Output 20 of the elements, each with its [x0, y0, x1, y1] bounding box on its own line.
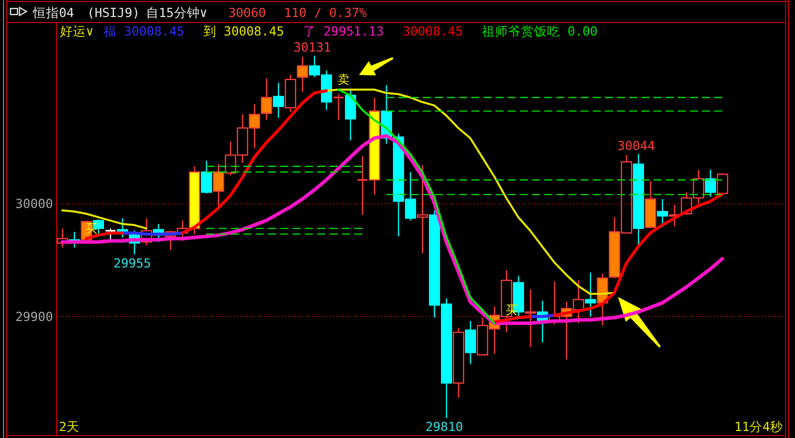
annotation: 110 / 0.37%: [284, 5, 367, 20]
subtitle: (HSIJ9): [87, 5, 140, 20]
annotation: 自15分钟∨: [146, 5, 208, 20]
annotation: 30044: [617, 138, 656, 153]
annotation: 2天: [59, 419, 80, 434]
y-tick: 29900: [15, 308, 53, 324]
title: 恒指04: [33, 5, 74, 20]
legend-item: 到 30008.45: [203, 24, 284, 38]
annotation: 30131: [293, 40, 332, 55]
legend-item: 福 30008.45: [104, 24, 184, 38]
legend-item: 祖师爷赏饭吃 0.00: [482, 24, 598, 38]
annotation: 11分4秒: [734, 419, 783, 434]
y-tick: 30000: [15, 196, 53, 212]
annotation: 30060: [228, 5, 266, 20]
legend-item: 30008.45: [402, 24, 463, 38]
legend-title: 好运∨: [60, 24, 94, 38]
annotation: 29955: [113, 255, 152, 270]
annotation: 卖: [337, 72, 350, 87]
annotation: 29810: [425, 419, 464, 434]
legend-item: 了 29951.13: [303, 24, 384, 38]
